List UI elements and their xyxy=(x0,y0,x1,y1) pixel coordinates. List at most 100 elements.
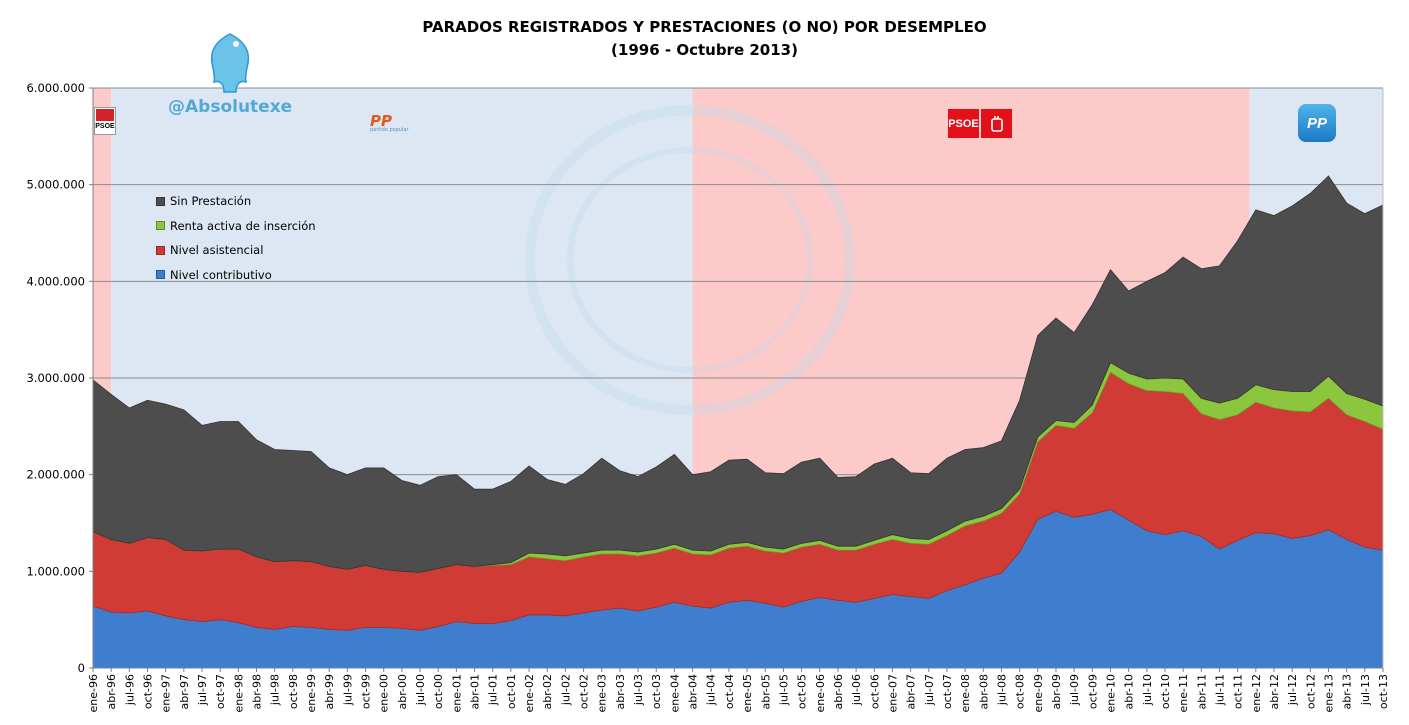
y-tick-label: 0 xyxy=(78,661,85,675)
x-tick-label: jul-02 xyxy=(559,674,572,706)
x-tick-label: abr-08 xyxy=(977,674,990,710)
x-tick-label: abr-04 xyxy=(687,674,700,710)
x-tick-label: oct-00 xyxy=(432,674,445,709)
x-tick-label: oct-96 xyxy=(142,674,155,709)
legend-swatch xyxy=(156,196,165,206)
y-tick-label: 2.000.000 xyxy=(26,468,85,482)
x-tick-label: ene-00 xyxy=(378,674,391,712)
x-tick-label: oct-10 xyxy=(1159,674,1172,709)
x-tick-label: abr-13 xyxy=(1341,674,1354,710)
x-tick-label: abr-07 xyxy=(905,674,918,710)
y-tick-labels: 0 1.000.000 2.000.000 3.000.000 4.000.000 5.0… xyxy=(26,81,93,675)
x-tick-label: jul-09 xyxy=(1068,674,1081,706)
x-tick-label: oct-06 xyxy=(868,674,881,709)
psoe-logo-label: PSOE xyxy=(95,123,115,130)
x-tick-label: jul-11 xyxy=(1213,674,1226,706)
y-tick-label: 4.000.000 xyxy=(26,274,85,288)
pp-2011-logo-icon: PP xyxy=(1298,104,1336,142)
x-tick-label: abr-98 xyxy=(251,674,264,710)
legend-label: Renta activa de inserción xyxy=(170,218,316,233)
legend-swatch xyxy=(156,270,165,280)
x-tick-label: jul-99 xyxy=(341,674,354,706)
x-tick-label: ene-11 xyxy=(1177,674,1190,712)
x-tick-label: ene-05 xyxy=(741,674,754,712)
x-tick-label: jul-12 xyxy=(1286,674,1299,706)
x-tick-label: oct-03 xyxy=(650,674,663,709)
x-tick-label: abr-11 xyxy=(1195,674,1208,710)
x-tick-label: jul-10 xyxy=(1141,674,1154,706)
x-tick-label: oct-07 xyxy=(941,674,954,709)
legend: Sin Prestación Renta activa de inserción… xyxy=(156,189,316,287)
x-tick-label: jul-07 xyxy=(923,674,936,706)
legend-item-sin-prestacion: Sin Prestación xyxy=(156,189,316,214)
x-tick-label: abr-96 xyxy=(105,674,118,710)
x-tick-label: jul-06 xyxy=(850,674,863,706)
pp-logo-sub: partido popular xyxy=(370,127,409,133)
x-tick-label: abr-00 xyxy=(396,674,409,710)
x-tick-label: abr-02 xyxy=(541,674,554,710)
x-tick-label: ene-07 xyxy=(886,674,899,712)
chart-title: PARADOS REGISTRADOS Y PRESTACIONES (O NO… xyxy=(422,18,987,36)
x-tick-label: jul-00 xyxy=(414,674,427,706)
x-tick-label: oct-08 xyxy=(1014,674,1027,709)
x-tick-label: ene-09 xyxy=(1032,674,1045,712)
x-tick-label: abr-12 xyxy=(1268,674,1281,710)
x-tick-label: ene-08 xyxy=(959,674,972,712)
author-handle: @Absolutexe xyxy=(168,97,293,117)
x-tick-label: oct-11 xyxy=(1232,674,1245,709)
x-tick-label: ene-96 xyxy=(87,674,100,712)
x-tick-label: abr-99 xyxy=(323,674,336,710)
psoe-2004-logo-label: PSOE xyxy=(948,109,979,138)
x-tick-label: ene-99 xyxy=(305,674,318,712)
eagle-logo-icon xyxy=(210,33,250,93)
x-tick-label: oct-99 xyxy=(360,674,373,709)
x-tick-label: abr-05 xyxy=(759,674,772,710)
x-tick-label: ene-10 xyxy=(1104,674,1117,712)
psoe-2004-fist-icon xyxy=(981,109,1012,138)
chart-subtitle: (1996 - Octubre 2013) xyxy=(611,41,798,59)
x-tick-label: jul-08 xyxy=(995,674,1008,706)
x-tick-label: abr-03 xyxy=(614,674,627,710)
x-tick-label: ene-02 xyxy=(523,674,536,712)
x-tick-label: ene-13 xyxy=(1322,674,1335,712)
x-tick-label: oct-01 xyxy=(505,674,518,709)
x-tick-label: oct-13 xyxy=(1377,674,1390,709)
x-tick-label: oct-12 xyxy=(1304,674,1317,709)
legend-swatch xyxy=(156,221,165,231)
x-tick-label: ene-97 xyxy=(160,674,173,712)
x-tick-label: jul-98 xyxy=(269,674,282,706)
y-tick-label: 5.000.000 xyxy=(26,178,85,192)
legend-label: Sin Prestación xyxy=(170,194,252,209)
x-tick-label: oct-09 xyxy=(1086,674,1099,709)
x-tick-label: ene-12 xyxy=(1250,674,1263,712)
x-tick-label: oct-05 xyxy=(796,674,809,709)
x-tick-label: abr-10 xyxy=(1123,674,1136,710)
x-tick-label: abr-01 xyxy=(469,674,482,710)
x-tick-label: ene-06 xyxy=(814,674,827,712)
y-tick-label: 3.000.000 xyxy=(26,371,85,385)
x-tick-label: abr-97 xyxy=(178,674,191,710)
x-tick-label: abr-06 xyxy=(832,674,845,710)
pp-2011-logo-label: PP xyxy=(1306,114,1327,132)
psoe-logo-icon: PSOE xyxy=(94,107,116,135)
x-tick-label: oct-98 xyxy=(287,674,300,709)
x-tick-label: jul-96 xyxy=(123,674,136,706)
x-tick-label: jul-13 xyxy=(1359,674,1372,706)
eagle-watermark xyxy=(525,105,855,415)
x-tick-label: oct-97 xyxy=(214,674,227,709)
legend-item-nivel-asistencial: Nivel asistencial xyxy=(156,238,316,263)
x-tick-labels: ene-96 abr-96 jul-96 oct-96 ene-97 abr-97 jul-… xyxy=(87,668,1390,712)
x-tick-label: ene-01 xyxy=(450,674,463,712)
x-tick-label: jul-04 xyxy=(705,674,718,706)
x-tick-label: jul-03 xyxy=(632,674,645,706)
x-tick-label: ene-98 xyxy=(232,674,245,712)
pp-logo-label: PP xyxy=(370,112,392,130)
y-tick-label: 1.000.000 xyxy=(26,564,85,578)
x-tick-label: oct-02 xyxy=(578,674,591,709)
psoe-2004-logo-icon: PSOE xyxy=(948,109,1012,138)
legend-label: Nivel asistencial xyxy=(170,243,264,258)
y-tick-label: 6.000.000 xyxy=(26,81,85,95)
pp-logo-icon: PP partido popular xyxy=(370,112,409,133)
x-tick-label: jul-01 xyxy=(487,674,500,706)
